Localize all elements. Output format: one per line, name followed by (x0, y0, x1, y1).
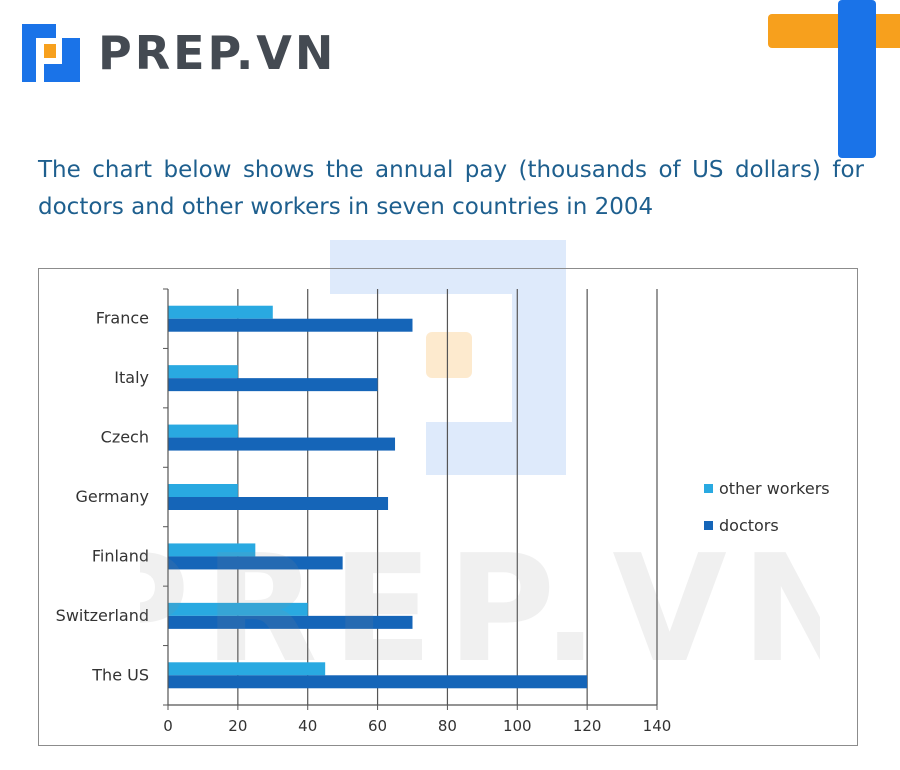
brand-logo: PREP.VN (18, 20, 336, 86)
bar (168, 662, 326, 676)
x-tick-label: 60 (368, 717, 387, 735)
bar (168, 484, 238, 497)
x-tick-label: 20 (228, 717, 247, 735)
x-tick-label: 140 (643, 717, 672, 735)
chart-caption: The chart below shows the annual pay (th… (38, 157, 864, 220)
legend-label: doctors (719, 516, 779, 535)
category-label: Italy (114, 368, 149, 387)
category-label: The US (91, 665, 149, 684)
bar (168, 615, 413, 629)
chart-frame: France Italy Czech Germany Finland Switzerlan… (38, 268, 858, 746)
bar (168, 365, 238, 379)
bar (168, 543, 256, 557)
brand-name: PREP.VN (98, 26, 337, 80)
bar (168, 378, 378, 392)
x-tick-label: 100 (503, 717, 532, 735)
logo-mark (18, 20, 84, 86)
bar (168, 602, 308, 616)
category-label: Germany (75, 487, 149, 506)
x-tick-label: 0 (163, 717, 173, 735)
bar (168, 556, 343, 570)
legend-swatch (704, 484, 713, 493)
bar (168, 424, 238, 438)
bar (168, 437, 396, 451)
x-tick-label: 80 (438, 717, 457, 735)
legend-swatch (704, 521, 713, 530)
bar (168, 675, 588, 689)
x-tick-label: 120 (573, 717, 602, 735)
legend-label: other workers (719, 479, 830, 498)
bar-chart: France Italy Czech Germany Finland Switzerlan… (56, 288, 830, 735)
bar (168, 318, 413, 332)
bar (168, 497, 389, 510)
category-label: France (96, 309, 149, 328)
category-label: Czech (101, 428, 149, 447)
bar (168, 305, 273, 319)
category-label: Finland (92, 546, 149, 565)
corner-decoration (768, 0, 900, 158)
category-label: Switzerland (56, 606, 149, 625)
x-tick-label: 40 (298, 717, 317, 735)
